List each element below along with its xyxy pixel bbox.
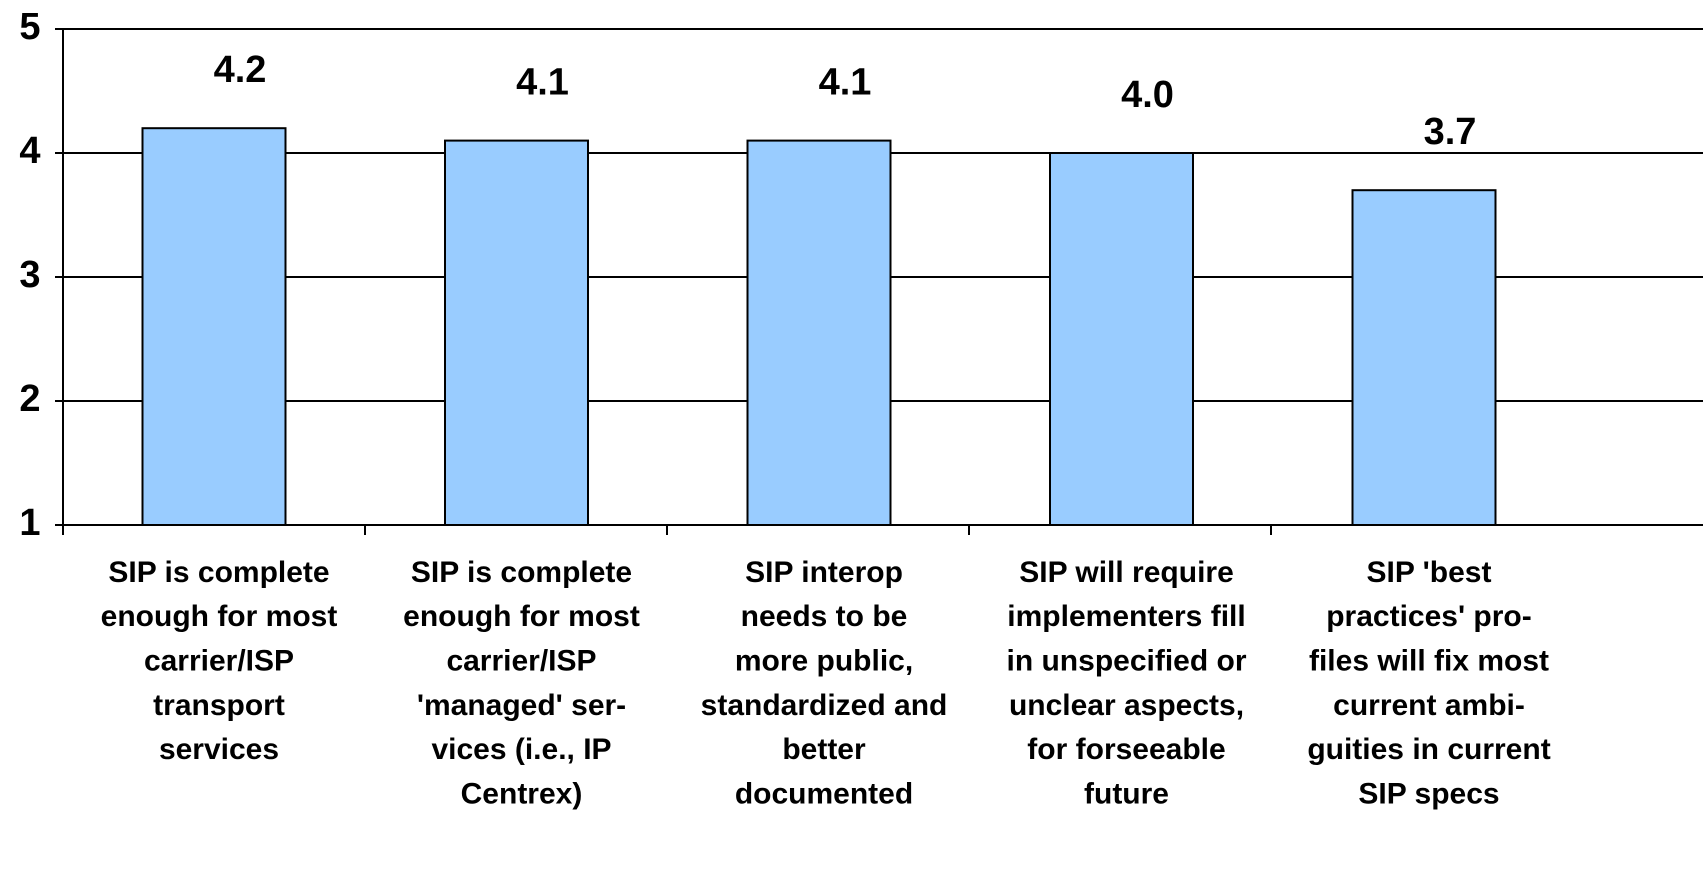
x-tick-label: carrier/ISP [144,645,294,678]
x-tick-label: for forseeable [1027,733,1225,766]
x-tick-label: 'managed' ser- [417,689,626,722]
bar [746,139,892,526]
x-tick-label: future [1084,777,1169,810]
x-tick-label: more public, [735,645,913,678]
x-tick-label: SIP will require [1019,556,1234,589]
bar [141,127,287,526]
x-tick-label: SIP specs [1358,777,1499,810]
x-tick-label: services [159,733,279,766]
x-tick-label: better [782,733,866,766]
x-tick-label: carrier/ISP [446,645,596,678]
x-tick-label: standardized and [701,689,948,722]
value-label: 4.0 [1121,74,1174,116]
bar [1049,152,1194,526]
x-tick-label: enough for most [403,600,640,633]
y-tick-label: 2 [19,378,40,420]
value-label: 4.1 [819,62,872,104]
x-tick-label: unclear aspects, [1009,689,1244,722]
value-label: 4.1 [516,62,569,104]
bar [444,139,589,526]
y-tick-label: 4 [19,130,40,172]
x-tick-label: in unspecified or [1006,645,1246,678]
value-label: 4.2 [214,49,267,91]
x-tick-label: files will fix most [1309,645,1549,678]
x-tick-label: practices' pro- [1326,600,1532,633]
value-label: 3.7 [1424,111,1477,153]
x-tick-label: guities in current [1307,733,1550,766]
y-tick-label: 1 [19,502,40,544]
x-tick-label: Centrex) [461,777,583,810]
y-tick-label: 3 [19,254,40,296]
x-tick-label: SIP is complete [411,556,632,589]
x-tick-label: current ambi- [1333,689,1525,722]
y-tick-label: 5 [19,6,40,48]
x-tick-label: enough for most [101,600,338,633]
x-tick-label: SIP 'best [1367,556,1492,589]
x-tick-label: transport [153,689,285,722]
x-tick-label: SIP is complete [108,556,329,589]
bar [1351,189,1497,526]
x-tick-label: needs to be [741,600,908,633]
x-tick-label: implementers fill [1007,600,1245,633]
x-tick-label: vices (i.e., IP [431,733,611,766]
x-tick-label: SIP interop [745,556,903,589]
x-tick-label: documented [735,777,913,810]
